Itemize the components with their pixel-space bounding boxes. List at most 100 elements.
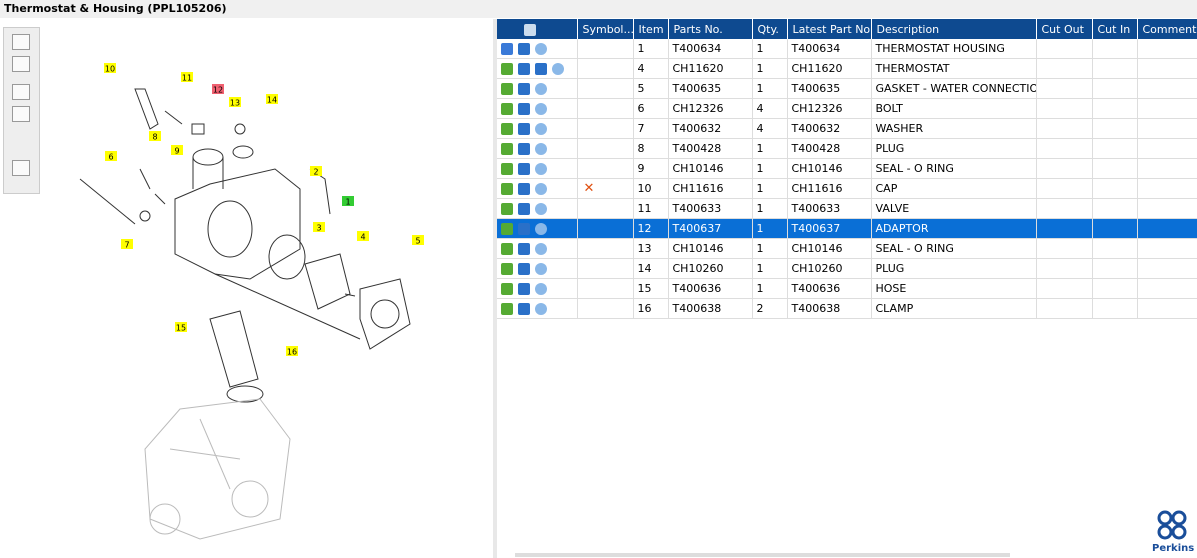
action-icon[interactable] xyxy=(535,203,547,215)
action-icon[interactable] xyxy=(535,43,547,55)
part-row[interactable]: 9 CH10146 1 CH10146 SEAL - O RING xyxy=(497,158,1197,179)
part-row[interactable]: 14 CH10260 1 CH10260 PLUG xyxy=(497,258,1197,279)
action-icon[interactable] xyxy=(518,223,530,235)
row-icons xyxy=(497,138,578,159)
callout-label: 12 xyxy=(213,86,223,95)
empty-cell xyxy=(1137,298,1197,319)
action-icon[interactable] xyxy=(535,63,547,75)
action-icon[interactable] xyxy=(518,263,530,275)
callout-box xyxy=(357,231,369,241)
action-icon[interactable] xyxy=(501,203,513,215)
callout-box xyxy=(212,84,224,94)
action-icon[interactable] xyxy=(535,263,547,275)
symbol-cell xyxy=(577,258,634,279)
action-icon[interactable] xyxy=(552,63,564,75)
action-icon[interactable] xyxy=(501,283,513,295)
cell: 2 xyxy=(752,298,788,319)
action-icon[interactable] xyxy=(501,63,513,75)
symbol-cell xyxy=(577,78,634,99)
action-icon[interactable] xyxy=(518,143,530,155)
action-icon[interactable] xyxy=(501,243,513,255)
cell: T400428 xyxy=(787,138,872,159)
part-row[interactable]: 16 T400638 2 T400638 CLAMP xyxy=(497,298,1197,319)
action-icon[interactable] xyxy=(501,103,513,115)
zoom-in[interactable] xyxy=(12,34,30,50)
action-icon[interactable] xyxy=(501,303,513,315)
action-icon[interactable] xyxy=(501,143,513,155)
toggle-list[interactable] xyxy=(12,160,30,176)
fit[interactable] xyxy=(12,84,30,100)
action-icon[interactable] xyxy=(535,303,547,315)
part-row[interactable]: 7 T400632 4 T400632 WASHER xyxy=(497,118,1197,139)
part-row[interactable]: 4 CH11620 1 CH11620 THERMOSTAT xyxy=(497,58,1197,79)
action-icon[interactable] xyxy=(501,43,513,55)
part-row[interactable]: 13 CH10146 1 CH10146 SEAL - O RING xyxy=(497,238,1197,259)
diagram-pane: 10 11 12 13 14 8 9 6 2 1 3 4 5 7 15 16 xyxy=(0,19,493,558)
action-icon[interactable] xyxy=(535,183,547,195)
zoom-out[interactable] xyxy=(12,56,30,72)
action-icon[interactable] xyxy=(518,183,530,195)
cell: 1 xyxy=(752,198,788,219)
action-icon[interactable] xyxy=(535,243,547,255)
action-icon[interactable] xyxy=(501,223,513,235)
splitter[interactable] xyxy=(493,19,497,558)
cell: 10 xyxy=(633,178,669,199)
part-row[interactable]: 11 T400633 1 T400633 VALVE xyxy=(497,198,1197,219)
cell: 5 xyxy=(633,78,669,99)
action-icon[interactable] xyxy=(535,283,547,295)
part-row[interactable]: 5 T400635 1 T400635 GASKET - WATER CONNECTIO… xyxy=(497,78,1197,99)
search-header[interactable] xyxy=(497,19,578,39)
callout-box xyxy=(310,166,322,176)
action-icon[interactable] xyxy=(518,303,530,315)
action-icon[interactable] xyxy=(518,283,530,295)
cell: CH10260 xyxy=(668,258,753,279)
symbol-cell xyxy=(577,198,634,219)
part-row[interactable]: 1 T400634 1 T400634 THERMOSTAT HOUSING xyxy=(497,39,1197,59)
action-icon[interactable] xyxy=(518,123,530,135)
action-icon[interactable] xyxy=(518,163,530,175)
action-icon[interactable] xyxy=(501,123,513,135)
action-icon[interactable] xyxy=(535,163,547,175)
action-icon[interactable] xyxy=(518,243,530,255)
cell: 1 xyxy=(633,39,669,59)
action-icon[interactable] xyxy=(535,103,547,115)
cell: T400635 xyxy=(668,78,753,99)
action-icon[interactable] xyxy=(518,83,530,95)
action-icon[interactable] xyxy=(535,223,547,235)
cell: CH11616 xyxy=(668,178,753,199)
cell: 1 xyxy=(752,138,788,159)
action-icon[interactable] xyxy=(535,123,547,135)
empty-cell xyxy=(1036,118,1093,139)
action-icon[interactable] xyxy=(518,103,530,115)
cell: 9 xyxy=(633,158,669,179)
part-row[interactable]: 12 T400637 1 T400637 ADAPTOR xyxy=(497,218,1197,239)
cell: 1 xyxy=(752,78,788,99)
empty-cell xyxy=(1092,178,1138,199)
scrollbar[interactable] xyxy=(515,553,1010,557)
callout-label: 2 xyxy=(313,168,318,177)
part-row[interactable]: 6 CH12326 4 CH12326 BOLT xyxy=(497,98,1197,119)
cell: ADAPTOR xyxy=(871,218,1037,239)
action-icon[interactable] xyxy=(535,143,547,155)
actual-size[interactable] xyxy=(12,106,30,122)
part-row[interactable]: 8 T400428 1 T400428 PLUG xyxy=(497,138,1197,159)
action-icon[interactable] xyxy=(501,263,513,275)
action-icon[interactable] xyxy=(501,83,513,95)
logo-mark xyxy=(1157,510,1187,540)
cell: T400633 xyxy=(787,198,872,219)
row-icons xyxy=(497,39,578,59)
column-header: Item xyxy=(633,19,669,39)
empty-cell xyxy=(1137,178,1197,199)
action-icon[interactable] xyxy=(518,43,530,55)
empty-cell xyxy=(1137,58,1197,79)
action-icon[interactable] xyxy=(518,63,530,75)
action-icon[interactable] xyxy=(501,163,513,175)
action-icon[interactable] xyxy=(518,203,530,215)
part-row[interactable]: ✕ 10 CH11616 1 CH11616 CAP xyxy=(497,178,1197,199)
action-icon[interactable] xyxy=(501,183,513,195)
part-row[interactable]: 15 T400636 1 T400636 HOSE xyxy=(497,278,1197,299)
callout-label: 1 xyxy=(345,198,350,207)
action-icon[interactable] xyxy=(535,83,547,95)
cell: CH11616 xyxy=(787,178,872,199)
